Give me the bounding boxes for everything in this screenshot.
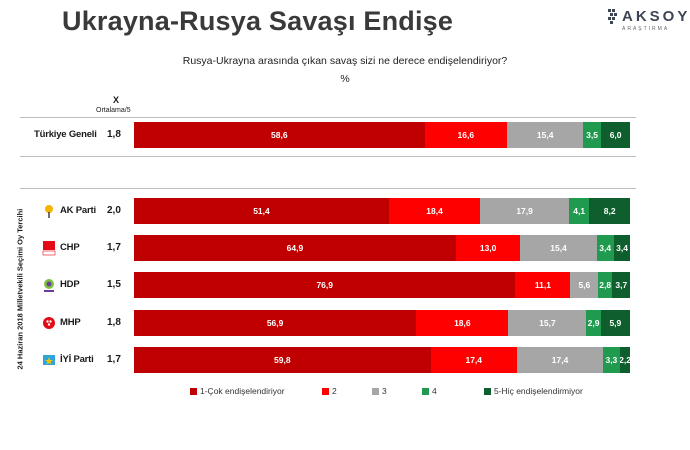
header-divider — [20, 117, 636, 118]
stacked-bar: 51,4 18,4 17,9 4,1 8,2 — [134, 198, 630, 224]
bar-segment: 58,6 — [134, 122, 425, 148]
bar-segment: 76,9 — [134, 272, 516, 298]
bar-segment: 3,7 — [612, 272, 631, 298]
row-label: Türkiye Geneli — [34, 129, 97, 140]
bar-segment: 6,0 — [600, 122, 631, 148]
bar-segment: 3,4 — [596, 235, 614, 261]
bar-segment: 2,2 — [619, 347, 631, 373]
mhp-logo-icon — [42, 315, 56, 331]
group-axis-label: 24 Haziran 2018 Milletvekili Seçimi Oy T… — [15, 208, 25, 370]
brand-logo: AKSOY ARAŞTIRMA — [608, 8, 687, 38]
stacked-bar: 59,8 17,4 17,4 3,3 2,2 — [134, 347, 631, 373]
bar-segment: 17,4 — [516, 347, 604, 373]
bar-segment: 15,4 — [520, 235, 597, 261]
row-label: AK Parti — [60, 205, 96, 216]
legend-label: 5-Hiç endişelendirmiyor — [494, 386, 583, 396]
bar-segment: 5,6 — [570, 272, 599, 298]
stacked-bar: 58,6 16,6 15,4 3,5 6,0 — [134, 122, 631, 148]
bar-segment: 59,8 — [134, 347, 431, 373]
page-title: Ukrayna-Rusya Savaşı Endişe — [62, 6, 454, 36]
group-divider — [20, 188, 636, 189]
survey-question: Rusya-Ukrayna arasında çıkan savaş sizi … — [182, 55, 508, 67]
bar-segment: 15,7 — [508, 310, 587, 336]
bar-segment: 51,4 — [134, 198, 389, 224]
row-mean: 1,7 — [107, 354, 121, 365]
bar-segment: 3,3 — [603, 347, 620, 373]
legend-label: 2 — [332, 386, 337, 396]
legend-swatch — [322, 387, 329, 395]
bar-segment: 8,2 — [589, 198, 630, 224]
row-mean: 1,8 — [107, 129, 121, 140]
legend-item: 5-Hiç endişelendirmiyor — [484, 386, 583, 396]
legend-swatch — [422, 387, 429, 395]
brand-subtitle: ARAŞTIRMA — [622, 26, 670, 32]
bar-segment: 2,9 — [586, 310, 601, 336]
bar-segment: 2,8 — [598, 272, 613, 298]
bar-segment: 17,9 — [480, 198, 569, 224]
row-label: İYİ Parti — [60, 354, 94, 365]
mean-column-header: X — [113, 95, 120, 105]
bar-segment: 13,0 — [455, 235, 521, 261]
row-mean: 1,8 — [107, 317, 121, 328]
bar-segment: 18,4 — [388, 198, 481, 224]
row-label: CHP — [60, 242, 80, 253]
bar-segment: 11,1 — [515, 272, 571, 298]
bar-segment: 56,9 — [134, 310, 417, 336]
stacked-bar: 76,9 11,1 5,6 2,8 3,7 — [134, 272, 631, 298]
aksoy-mark-icon — [608, 9, 617, 24]
legend-label: 1-Çok endişelendiriyor — [200, 386, 285, 396]
stacked-bar: 64,9 13,0 15,4 3,4 3,4 — [134, 235, 631, 261]
row-label: MHP — [60, 317, 81, 328]
legend-item: 1-Çok endişelendiriyor — [190, 386, 285, 396]
iyi-logo-icon — [42, 352, 56, 368]
row-mean: 2,0 — [107, 205, 121, 216]
chart-legend: 1-Çok endişelendiriyor 2 3 4 5-Hiç endişelen… — [0, 386, 690, 400]
bar-segment: 17,4 — [430, 347, 517, 373]
bar-segment: 3,5 — [583, 122, 601, 148]
legend-label: 3 — [382, 386, 387, 396]
bar-segment: 5,9 — [600, 310, 630, 336]
legend-item: 3 — [372, 386, 387, 396]
bar-segment: 15,4 — [506, 122, 584, 148]
bar-segment: 18,6 — [416, 310, 509, 336]
mean-column-subheader: Ortalama/5 — [96, 107, 131, 114]
legend-item: 2 — [322, 386, 337, 396]
legend-swatch — [484, 387, 491, 395]
bar-segment: 16,6 — [424, 122, 507, 148]
row-label: HDP — [60, 279, 80, 290]
row-mean: 1,7 — [107, 242, 121, 253]
legend-label: 4 — [432, 386, 437, 396]
legend-swatch — [372, 387, 379, 395]
stacked-bar: 56,9 18,6 15,7 2,9 5,9 — [134, 310, 630, 336]
chp-logo-icon — [42, 240, 56, 256]
legend-item: 4 — [422, 386, 437, 396]
total-divider — [20, 156, 636, 157]
bar-segment: 3,4 — [613, 235, 631, 261]
brand-name: AKSOY — [622, 8, 690, 25]
bar-segment: 64,9 — [134, 235, 456, 261]
row-mean: 1,5 — [107, 279, 121, 290]
akp-logo-icon — [42, 203, 56, 219]
unit-label: % — [340, 73, 350, 85]
hdp-logo-icon — [42, 277, 56, 293]
bar-segment: 4,1 — [568, 198, 590, 224]
legend-swatch — [190, 387, 197, 395]
